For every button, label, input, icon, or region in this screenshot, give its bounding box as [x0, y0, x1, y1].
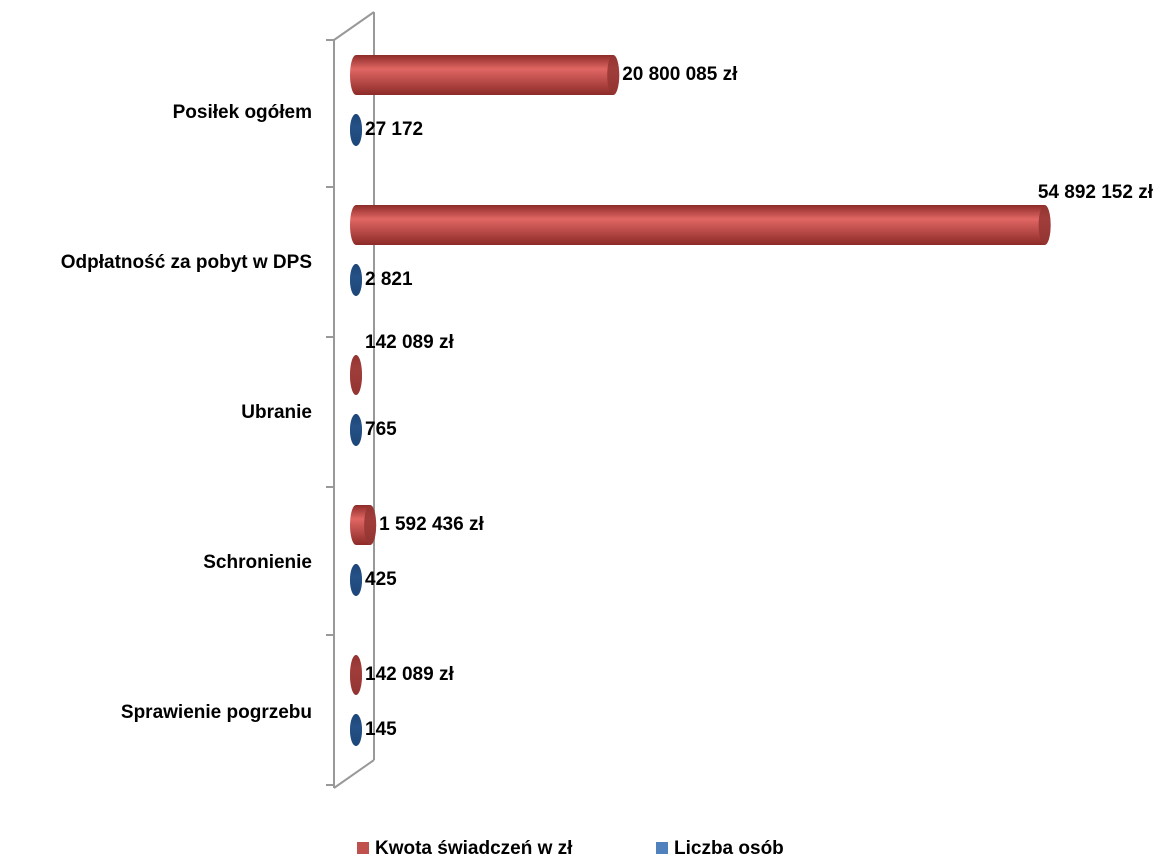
- data-label: 142 089 zł: [365, 664, 454, 685]
- data-label: 425: [365, 569, 397, 590]
- bar-cap: [350, 414, 362, 446]
- axis-wall: [326, 11, 375, 789]
- bar-cap: [350, 264, 362, 296]
- data-label: 54 892 152 zł: [1038, 182, 1154, 203]
- bar-cap: [350, 714, 362, 746]
- data-label: 20 800 085 zł: [622, 64, 738, 85]
- data-label: 2 821: [365, 269, 413, 290]
- bar: [350, 55, 620, 95]
- bar-cap: [607, 55, 620, 95]
- data-label: 1 592 436 zł: [379, 514, 484, 535]
- data-label: 765: [365, 419, 397, 440]
- bar-cap: [350, 564, 362, 596]
- bar: [350, 205, 1051, 245]
- y-tick-label: Sprawienie pogrzebu: [121, 702, 312, 723]
- bar-cap: [350, 355, 362, 395]
- y-tick-label: Ubranie: [241, 402, 312, 423]
- data-label: 142 089 zł: [365, 332, 454, 353]
- y-tick-label: Odpłatność za pobyt w DPS: [61, 252, 312, 273]
- bar-cap: [364, 505, 377, 545]
- data-label: 145: [365, 719, 397, 740]
- y-tick-label: Schronienie: [203, 552, 312, 573]
- legend-label: Kwota świadczeń w zł: [375, 838, 573, 858]
- legend-swatch: [357, 842, 369, 854]
- data-label: 27 172: [365, 119, 423, 140]
- bar-cap: [1038, 205, 1051, 245]
- legend-label: Liczba osób: [674, 838, 784, 858]
- bar-cap: [350, 655, 362, 695]
- legend-swatch: [656, 842, 668, 854]
- y-tick-label: Posiłek ogółem: [173, 102, 312, 123]
- bar-cap: [350, 114, 362, 146]
